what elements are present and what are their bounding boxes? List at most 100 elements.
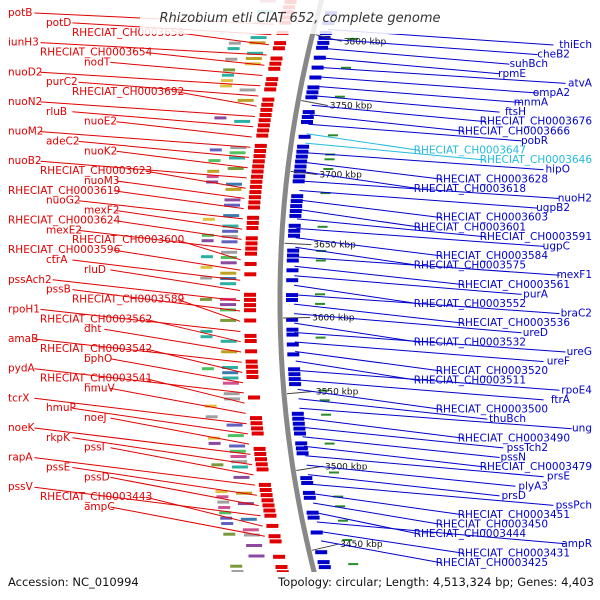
gene-label-right[interactable]: ugpB2 <box>536 202 570 214</box>
gene-label-left[interactable]: noeJ <box>84 412 107 424</box>
gene-label-right[interactable]: braC2 <box>561 308 592 320</box>
gene-label-left[interactable]: rluB <box>46 106 67 118</box>
gene-label-left[interactable]: RHECIAT_CH0003541 <box>40 373 152 385</box>
gene-label-right[interactable]: plyA3 <box>518 480 548 492</box>
gene-label-left[interactable]: nuoM2 <box>8 126 43 138</box>
gene-label-right[interactable]: ftsH <box>505 106 526 118</box>
gene-label-right[interactable]: thuBch <box>489 413 526 425</box>
gene-label-right[interactable]: ureD <box>523 327 548 339</box>
gene-label-right[interactable]: hipO <box>545 164 570 176</box>
gene-label-right[interactable]: RHECIAT_CH0003479 <box>480 461 592 473</box>
gene-label-right[interactable]: ompA2 <box>533 87 570 99</box>
gene-label-left[interactable]: nuoD2 <box>8 66 43 78</box>
gene-label-right[interactable]: RHECIAT_CH0003676 <box>480 116 593 128</box>
gene-label-left[interactable]: mexF2 <box>84 205 119 217</box>
gene-label-left[interactable]: RHECIAT_CH0003654 <box>40 47 153 59</box>
gene-label-right[interactable]: pssTch2 <box>507 442 548 454</box>
gene-label-left[interactable]: ampC <box>84 501 115 513</box>
gene-label-right[interactable]: ureG <box>567 346 592 358</box>
gene-label-left[interactable]: pssAch2 <box>8 274 52 286</box>
gene-label-right[interactable]: rpmE <box>498 68 526 80</box>
gene-label-left[interactable]: nodT <box>84 56 111 68</box>
gene-label-right[interactable]: RHECIAT_CH0003628 <box>436 173 548 185</box>
gene-label-right[interactable]: RHECIAT_CH0003552 <box>414 298 526 310</box>
gene-label-left[interactable]: hmuV <box>84 382 116 394</box>
gene-label-left[interactable]: RHECIAT_CH0003600 <box>72 234 184 246</box>
gene-label-left[interactable]: RHECIAT_CH0003542 <box>40 343 152 355</box>
gene-label-left[interactable]: nuoN2 <box>8 96 42 108</box>
gene-label-right[interactable]: RHECIAT_CH0003666 <box>458 125 571 137</box>
gene-label-right[interactable]: RHECIAT_CH0003584 <box>436 250 549 262</box>
gene-label-right[interactable]: atvA <box>568 77 593 89</box>
gene-label-left[interactable]: RHECIAT_CH0003692 <box>72 86 184 98</box>
gene-label-left[interactable]: nuoG2 <box>46 195 81 207</box>
gene-label-right[interactable]: RHECIAT_CH0003425 <box>436 557 548 569</box>
gene-label-right[interactable]: cheB2 <box>537 49 570 61</box>
gene-label-left[interactable]: RHECIAT_CH0003623 <box>40 165 152 177</box>
gene-label-right[interactable]: RHECIAT_CH0003603 <box>436 212 548 224</box>
gene-label-left[interactable]: potB <box>8 7 32 19</box>
gene-label-right[interactable]: RHECIAT_CH0003618 <box>414 183 526 195</box>
gene-label-left[interactable]: pssV <box>8 481 34 493</box>
gene-label-left[interactable]: RHECIAT_CH0003562 <box>40 313 152 325</box>
gene-label-right[interactable]: pssPch <box>556 499 592 511</box>
gene-label-right[interactable]: nuoH2 <box>558 193 592 205</box>
gene-label-left[interactable]: bphO <box>84 353 112 365</box>
gene-label-left[interactable]: pssI <box>84 442 105 454</box>
gene-label-left[interactable]: purC2 <box>46 76 78 88</box>
gene-label-right[interactable]: ung <box>572 423 592 435</box>
gene-label-left[interactable]: rkpK <box>46 432 71 444</box>
gene-label-right[interactable]: prsD <box>501 490 526 502</box>
gene-label-left[interactable]: tcrX <box>8 392 29 404</box>
gene-label-right[interactable]: RHECIAT_CH0003646 <box>480 154 593 166</box>
gene-label-left[interactable]: rpoH1 <box>8 303 40 315</box>
gene-label-left[interactable]: pydA <box>8 363 36 375</box>
gene-label-right[interactable]: rpoE4 <box>561 384 592 396</box>
gene-label-left[interactable]: pssD <box>84 471 110 483</box>
gene-label-left[interactable]: nuoB2 <box>8 155 42 167</box>
gene-label-right[interactable]: RHECIAT_CH0003561 <box>458 279 570 291</box>
gene-label-left[interactable]: nuoK2 <box>84 145 117 157</box>
gene-label-right[interactable]: RHECIAT_CH0003520 <box>436 365 548 377</box>
gene-label-left[interactable]: iunH3 <box>8 37 39 49</box>
gene-label-left[interactable]: RHECIAT_CH0003596 <box>8 244 121 256</box>
gene-label-right[interactable]: thiEch <box>559 39 592 51</box>
gene-label-left[interactable]: RHECIAT_CH0003624 <box>8 215 121 227</box>
gene-label-left[interactable]: nuoE2 <box>84 116 117 128</box>
gene-label-left[interactable]: hmuP <box>46 402 76 414</box>
gene-label-left[interactable]: pssB <box>46 284 71 296</box>
gene-label-right[interactable]: RHECIAT_CH0003444 <box>414 528 527 540</box>
gene-label-left[interactable]: potD <box>46 17 71 29</box>
gene-label-left[interactable]: amaB <box>8 333 38 345</box>
gene-label-right[interactable]: RHECIAT_CH0003500 <box>436 404 548 416</box>
gene-label-left[interactable]: noeK <box>8 422 36 434</box>
gene-label-left[interactable]: dht <box>84 323 101 335</box>
gene-label-right[interactable]: RHECIAT_CH0003601 <box>414 221 526 233</box>
gene-label-right[interactable]: RHECIAT_CH0003536 <box>458 317 571 329</box>
gene-label-right[interactable]: pobR <box>521 135 548 147</box>
gene-label-right[interactable]: ampR <box>561 538 592 550</box>
gene-label-left[interactable]: nuoM3 <box>84 175 119 187</box>
gene-label-right[interactable]: RHECIAT_CH0003532 <box>414 336 526 348</box>
gene-label-left[interactable]: RHECIAT_CH0003443 <box>40 491 152 503</box>
gene-label-right[interactable]: suhBch <box>510 58 548 70</box>
gene-label-left[interactable]: mexE2 <box>46 224 82 236</box>
gene-label-left[interactable]: pssE <box>46 462 70 474</box>
gene-label-right[interactable]: RHECIAT_CH0003490 <box>458 432 570 444</box>
gene-label-right[interactable]: ftrA <box>551 394 571 406</box>
gene-label-right[interactable]: RHECIAT_CH0003591 <box>480 231 592 243</box>
gene-label-right[interactable]: mexF1 <box>557 269 592 281</box>
gene-label-left[interactable]: RHECIAT_CH0003589 <box>72 294 184 306</box>
gene-label-right[interactable]: RHECIAT_CH0003431 <box>458 547 570 559</box>
gene-label-left[interactable]: adeC2 <box>46 135 80 147</box>
gene-label-left[interactable]: RHECIAT_CH0003619 <box>8 185 120 197</box>
gene-label-right[interactable]: ureF <box>547 356 570 368</box>
gene-label-left[interactable]: rluD <box>84 264 106 276</box>
gene-label-right[interactable]: prsE <box>547 471 570 483</box>
gene-label-right[interactable]: RHECIAT_CH0003647 <box>414 145 526 157</box>
gene-label-right[interactable]: purA <box>523 288 549 300</box>
gene-label-right[interactable]: RHECIAT_CH0003575 <box>414 260 526 272</box>
gene-label-right[interactable]: RHECIAT_CH0003511 <box>414 375 526 387</box>
gene-label-left[interactable]: ctrA <box>46 254 68 266</box>
gene-label-right[interactable]: ugpC <box>543 240 570 252</box>
